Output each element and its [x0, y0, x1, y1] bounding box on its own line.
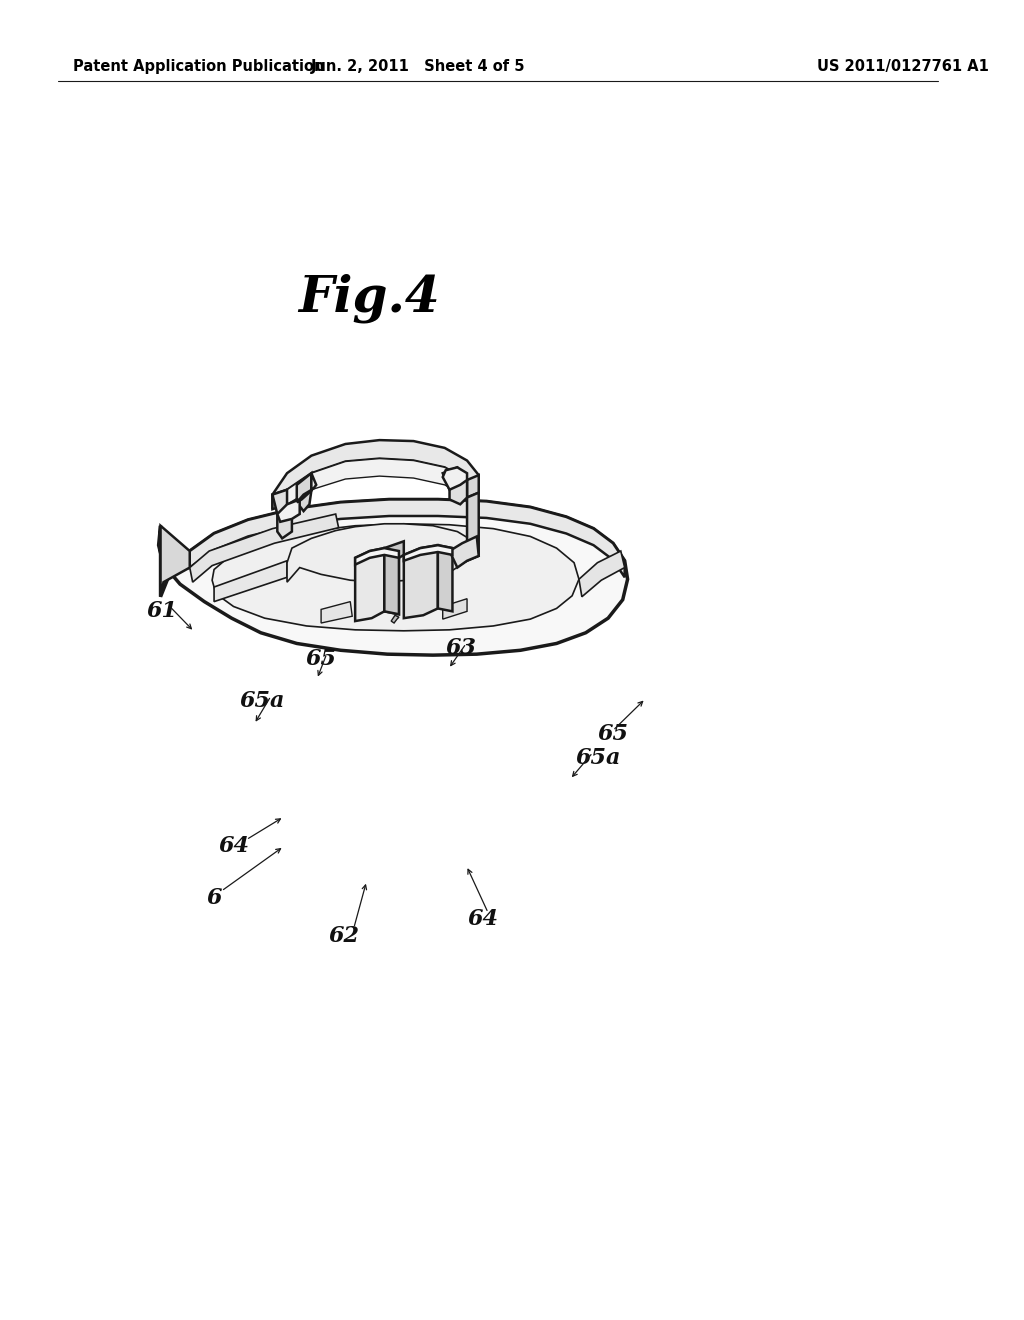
Text: Jun. 2, 2011   Sheet 4 of 5: Jun. 2, 2011 Sheet 4 of 5 — [311, 59, 525, 74]
Polygon shape — [287, 524, 479, 582]
Polygon shape — [272, 490, 292, 539]
Text: Fig.4: Fig.4 — [298, 273, 439, 322]
Polygon shape — [297, 473, 316, 503]
Polygon shape — [159, 499, 628, 655]
Polygon shape — [442, 467, 467, 490]
Text: Patent Application Publication: Patent Application Publication — [73, 59, 325, 74]
Polygon shape — [579, 550, 625, 597]
Polygon shape — [450, 536, 479, 568]
Polygon shape — [467, 492, 479, 561]
Text: 65a: 65a — [575, 747, 621, 768]
Polygon shape — [403, 545, 453, 561]
Polygon shape — [278, 499, 300, 521]
Text: 64: 64 — [219, 836, 250, 857]
Polygon shape — [322, 602, 352, 623]
Text: 61: 61 — [146, 601, 178, 622]
Polygon shape — [212, 524, 579, 631]
Text: 65: 65 — [597, 723, 629, 746]
Polygon shape — [384, 548, 399, 614]
Polygon shape — [467, 475, 479, 498]
Text: 6: 6 — [207, 887, 222, 908]
Polygon shape — [214, 561, 287, 602]
Polygon shape — [355, 548, 399, 565]
Text: 64: 64 — [468, 908, 499, 931]
Polygon shape — [297, 473, 311, 511]
Polygon shape — [189, 499, 625, 577]
Text: 62: 62 — [329, 925, 359, 948]
Polygon shape — [287, 458, 467, 504]
Polygon shape — [442, 599, 467, 619]
Polygon shape — [161, 525, 189, 597]
Polygon shape — [438, 545, 453, 611]
Polygon shape — [391, 615, 399, 623]
Polygon shape — [272, 440, 479, 510]
Text: 65a: 65a — [240, 690, 285, 711]
Polygon shape — [384, 541, 403, 614]
Polygon shape — [189, 513, 339, 582]
Text: 65: 65 — [305, 648, 336, 669]
Polygon shape — [272, 490, 287, 510]
Polygon shape — [442, 467, 467, 504]
Text: 63: 63 — [445, 638, 477, 660]
Text: US 2011/0127761 A1: US 2011/0127761 A1 — [817, 59, 989, 74]
Polygon shape — [355, 548, 384, 622]
Polygon shape — [403, 545, 438, 618]
